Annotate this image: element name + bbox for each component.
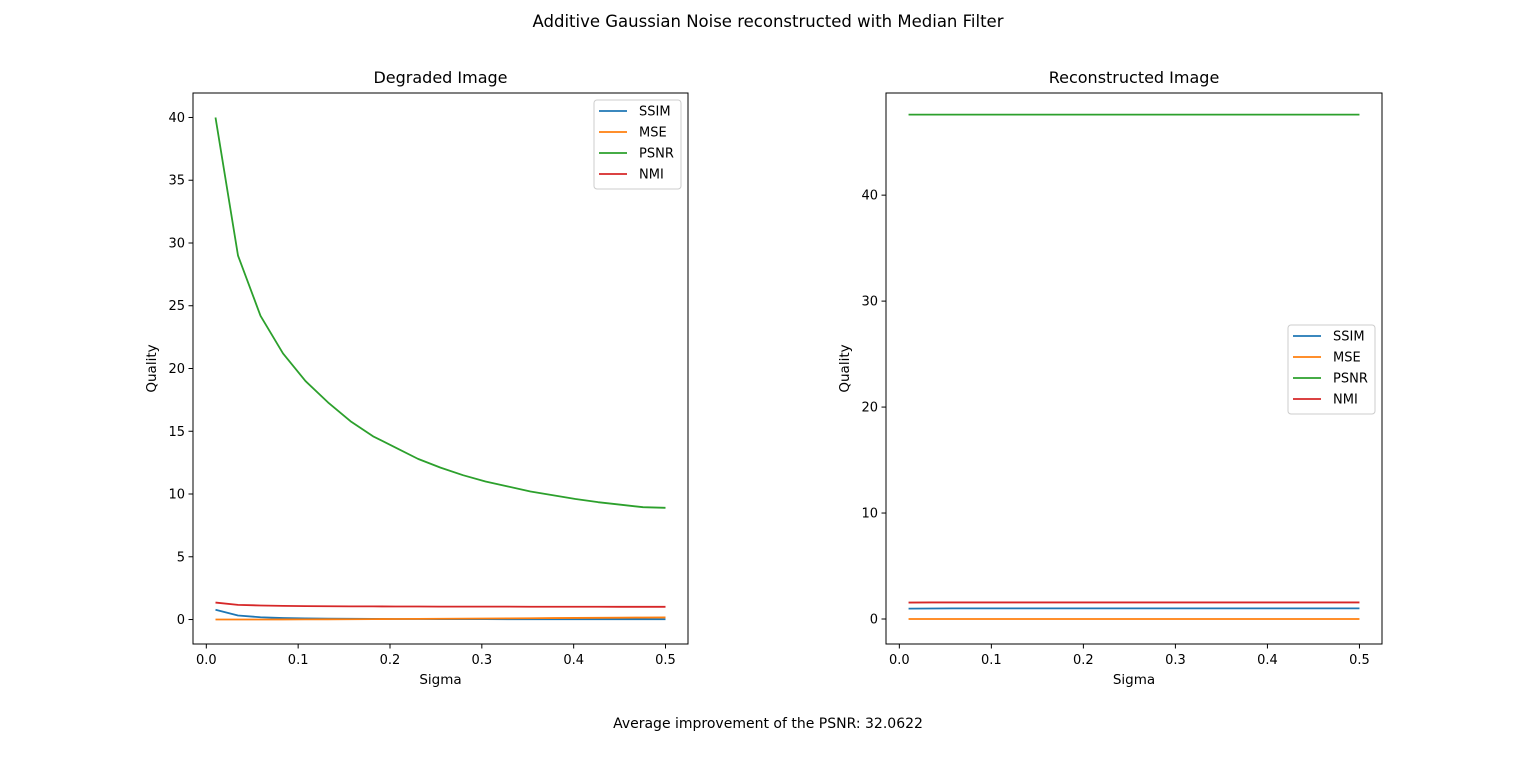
y-tick-label: 20 — [168, 362, 185, 377]
x-tick-label: 0.5 — [655, 653, 676, 668]
y-tick-label: 5 — [177, 550, 185, 565]
series-line-psnr — [214, 117, 666, 509]
y-tick-label: 40 — [168, 111, 185, 126]
x-tick-label: 0.5 — [1349, 653, 1370, 668]
x-tick-label: 0.2 — [1073, 653, 1094, 668]
y-tick-label: 35 — [168, 174, 185, 189]
y-tick-label: 30 — [168, 236, 185, 251]
x-tick-label: 0.1 — [981, 653, 1002, 668]
series-line-nmi — [215, 601, 666, 608]
y-tick-label: 10 — [861, 507, 878, 522]
x-tick-label: 0.4 — [1257, 653, 1278, 668]
legend-label-mse: MSE — [639, 126, 667, 141]
y-axis-label: Quality — [837, 344, 853, 392]
y-tick-label: 30 — [861, 295, 878, 310]
x-tick-label: 0.0 — [196, 653, 217, 668]
series-line-mse — [215, 616, 666, 621]
y-tick-label: 20 — [861, 401, 878, 416]
y-tick-label: 0 — [870, 612, 878, 627]
x-tick-label: 0.3 — [471, 653, 492, 668]
legend: SSIM MSE PSNR NMI — [1287, 324, 1376, 415]
legend-label-ssim: SSIM — [639, 105, 671, 120]
x-tick-label: 0.1 — [288, 653, 309, 668]
x-tick-label: 0.2 — [380, 653, 401, 668]
chart-title: Degraded Image — [373, 68, 507, 87]
y-tick-label: 25 — [168, 299, 185, 314]
chart-panel-2: 0.0 0.1 0.2 0.3 0.4 0.5 0 10 20 30 40 Reconstructed… — [837, 68, 1383, 688]
y-tick-label: 10 — [168, 488, 185, 503]
chart-panel-1: 0.0 0.1 0.2 0.3 0.4 0.5 0 5 10 15 20 25 30 35 40 Degrad… — [144, 68, 689, 688]
legend-label-ssim: SSIM — [1333, 330, 1365, 345]
legend-frame — [593, 99, 682, 190]
figure-title: Additive Gaussian Noise reconstructed wi… — [532, 12, 1004, 31]
x-axis-label: Sigma — [1113, 672, 1155, 688]
legend-label-nmi: NMI — [639, 168, 664, 183]
legend-frame — [1287, 324, 1376, 415]
x-tick-label: 0.4 — [563, 653, 584, 668]
axes-frame — [885, 92, 1383, 645]
legend: SSIM MSE PSNR NMI — [593, 99, 682, 190]
x-tick-label: 0.0 — [889, 653, 910, 668]
x-axis-label: Sigma — [419, 672, 461, 688]
psnr-improvement-note: Average improvement of the PSNR: 32.0622 — [613, 716, 923, 732]
chart-title: Reconstructed Image — [1049, 68, 1220, 87]
y-axis-label: Quality — [144, 344, 160, 392]
legend-label-psnr: PSNR — [639, 147, 674, 162]
y-tick-label: 0 — [177, 613, 185, 628]
y-tick-label: 15 — [168, 425, 185, 440]
legend-label-mse: MSE — [1333, 351, 1361, 366]
legend-label-psnr: PSNR — [1333, 372, 1368, 387]
x-tick-label: 0.3 — [1165, 653, 1186, 668]
y-tick-label: 40 — [861, 189, 878, 204]
legend-label-nmi: NMI — [1333, 393, 1358, 408]
